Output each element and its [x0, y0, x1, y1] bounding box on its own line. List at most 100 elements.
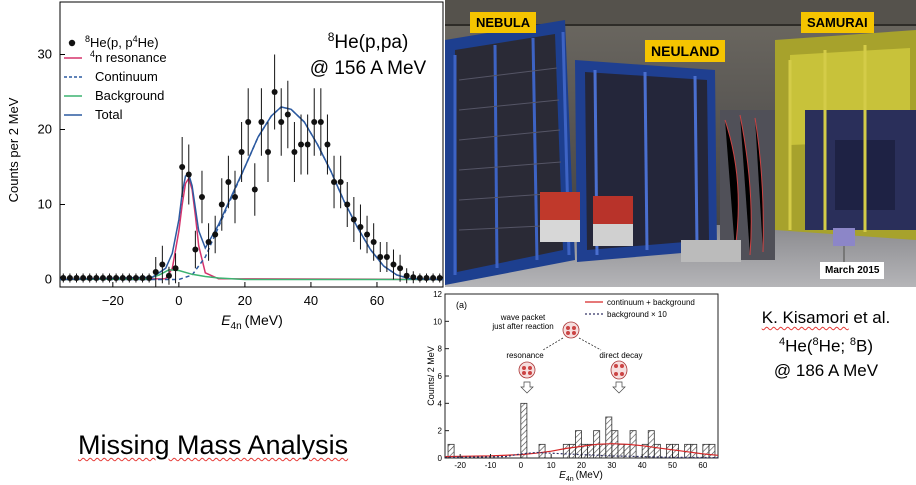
- left-curve-total: [59, 106, 444, 281]
- left-data-point: [146, 275, 153, 281]
- left-x-tick-label: 0: [175, 293, 182, 308]
- right-histogram-bar: [690, 443, 698, 459]
- right-x-tick-label: 10: [547, 461, 556, 470]
- left-annotation-reaction: 8He(p,pa): [328, 30, 409, 53]
- right-histogram-bar: [562, 443, 570, 459]
- right-histogram-bar: [647, 430, 655, 459]
- right-x-tick-label: -10: [485, 461, 497, 470]
- left-y-tick-label: 0: [45, 272, 52, 287]
- slide-title: Missing Mass Analysis: [78, 430, 349, 460]
- right-x-tick-label: -20: [454, 461, 466, 470]
- left-data-point: [192, 246, 199, 253]
- legend-item-data: 8He(p, p4He): [68, 34, 159, 50]
- resonance-icon: [518, 361, 536, 379]
- right-histogram-bar: [520, 402, 528, 459]
- left-data-point: [317, 119, 324, 125]
- left-plot-frame: [59, 1, 444, 288]
- left-curve-continuum: [60, 106, 444, 281]
- right-x-tick-label: 0: [519, 461, 524, 470]
- reference-caption: K. Kisamori et al. 4He(8He; 8B) @ 186 A …: [736, 306, 916, 383]
- left-data-point: [225, 179, 232, 185]
- right-histogram-bar: [708, 443, 716, 459]
- left-x-tick-label: 40: [304, 293, 318, 308]
- right-histogram-bar: [568, 443, 576, 459]
- photo-date: March 2015: [820, 262, 885, 279]
- tag-neuland: NEULAND: [645, 40, 726, 62]
- right-y-tick-label: 10: [433, 317, 442, 326]
- left-data-point: [390, 261, 397, 268]
- right-x-tick-label: 40: [638, 461, 647, 470]
- left-x-tick-label: 20: [238, 293, 252, 308]
- left-data-point: [271, 89, 278, 95]
- right-y-tick-label: 12: [433, 290, 442, 299]
- right-histogram-bar: [447, 443, 455, 459]
- right-histogram-bar: [672, 443, 679, 459]
- reference-author: K. Kisamori: [761, 308, 849, 327]
- left-data-point: [350, 216, 357, 223]
- left-data-point: [403, 272, 410, 279]
- left-data-point: [99, 275, 106, 281]
- inset-wave-packet: wave packet: [500, 313, 546, 322]
- left-data-point: [284, 111, 291, 118]
- right-histogram-bar: [605, 416, 613, 459]
- left-data-point: [113, 275, 120, 281]
- left-legend: 8He(p, p4He) 4n resonance Continuum Back…: [64, 34, 167, 122]
- legend-label-background-x10: background × 10: [607, 310, 667, 319]
- legend-label-total: Total: [95, 107, 123, 122]
- inset-just-after: just after reaction: [491, 322, 553, 331]
- legend-label-data: 8He(p, p4He): [85, 34, 159, 50]
- right-curves: [444, 443, 719, 459]
- left-curves: [59, 106, 444, 281]
- reference-energy: @ 186 A MeV: [773, 360, 879, 380]
- arrow-to-resonance-icon: [542, 337, 564, 351]
- right-y-tick-label: 6: [438, 372, 443, 381]
- left-x-tick-label: −20: [102, 293, 124, 308]
- left-data-point: [377, 254, 384, 260]
- left-data-point: [198, 194, 205, 200]
- left-data-points: [60, 54, 443, 287]
- legend-item-background: Background: [64, 88, 164, 103]
- legend-label-continuum-background: continuum + background: [607, 298, 695, 307]
- right-x-ticks: -20 -10 0 10 20 30 40 50 60: [454, 454, 708, 470]
- reference-author-suffix: et al.: [848, 308, 891, 327]
- left-data-point: [324, 141, 331, 148]
- left-data-point: [218, 201, 225, 208]
- right-y-tick-label: 8: [438, 345, 443, 354]
- legend-label-resonance: 4n resonance: [90, 49, 167, 65]
- left-x-axis-label: E4n (MeV): [221, 312, 283, 332]
- left-data-point: [126, 275, 133, 281]
- left-data-point: [423, 275, 430, 281]
- left-data-point: [212, 231, 219, 238]
- legend-item-continuum: Continuum: [64, 69, 158, 84]
- left-data-point: [132, 275, 139, 281]
- right-histogram-bar: [666, 443, 673, 459]
- left-data-point: [370, 239, 377, 245]
- left-data-point: [119, 275, 126, 281]
- left-chart: 0 10 20 30 −20 0 20 40 60 Counts per 2 MeV E4n(…: [6, 1, 444, 332]
- left-data-point: [159, 261, 166, 268]
- right-y-ticks: 0 2 4 6 8 10 12: [433, 290, 449, 463]
- left-data-point: [185, 171, 192, 178]
- left-data-point: [231, 194, 238, 200]
- legend-label-background: Background: [95, 88, 164, 103]
- right-curve-background-10: [444, 451, 719, 459]
- legend-label-continuum: Continuum: [95, 69, 158, 84]
- left-data-point: [205, 239, 212, 245]
- left-data-point: [245, 119, 252, 125]
- left-data-point: [436, 275, 443, 281]
- reference-author-line: K. Kisamori et al.: [736, 306, 916, 330]
- right-x-tick-label: 60: [698, 461, 707, 470]
- left-data-point: [344, 201, 351, 208]
- left-data-point: [430, 275, 437, 281]
- left-annotation-energy: @ 156 A MeV: [310, 58, 427, 79]
- left-data-point: [265, 149, 272, 155]
- left-data-point: [410, 274, 417, 281]
- left-data-point: [298, 141, 305, 148]
- tag-nebula: NEBULA: [470, 12, 537, 33]
- left-y-tick-label: 10: [38, 197, 52, 212]
- left-data-point: [337, 179, 344, 185]
- left-data-point: [139, 275, 146, 281]
- left-y-tick-label: 30: [38, 47, 52, 62]
- right-x-axis-label: E4n (MeV): [559, 470, 603, 483]
- right-histogram: [447, 402, 716, 459]
